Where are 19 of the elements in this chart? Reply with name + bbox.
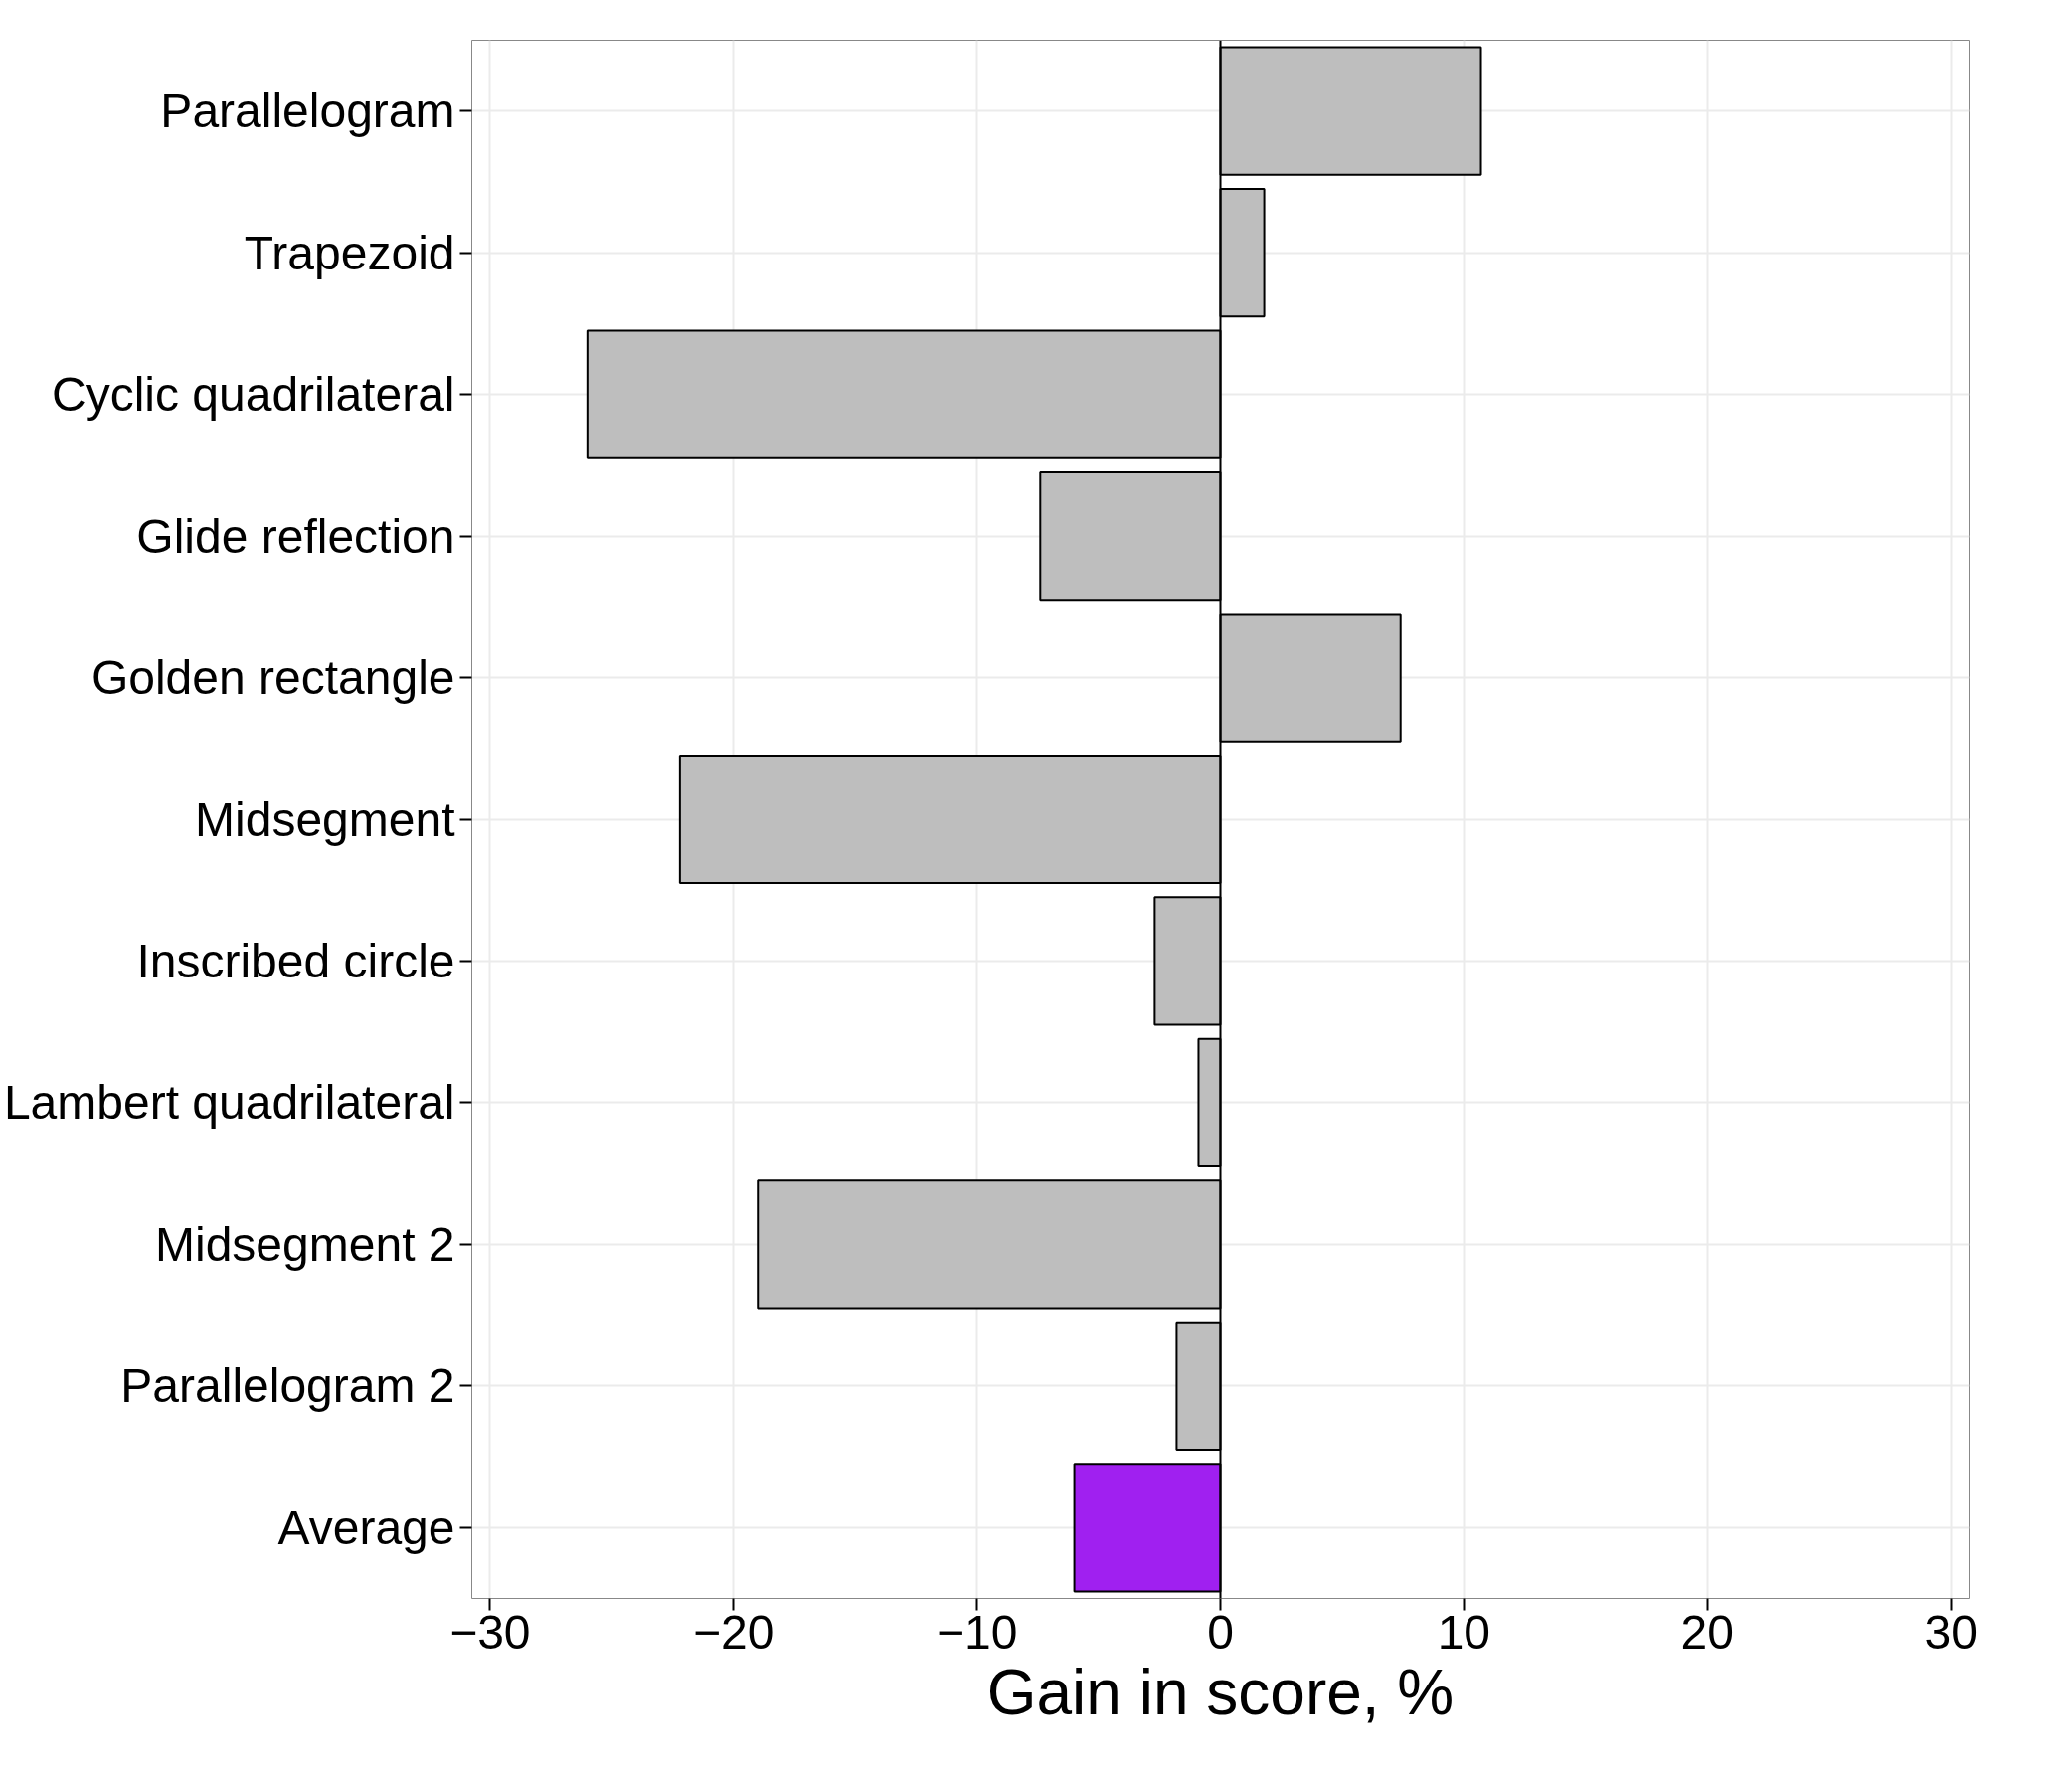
y-tick-label: Cyclic quadrilateral xyxy=(52,368,455,422)
x-tick-label: 10 xyxy=(1437,1605,1491,1659)
y-tick-label: Midsegment xyxy=(195,793,455,846)
x-axis-title: Gain in score, % xyxy=(986,1656,1455,1728)
y-tick-label: Midsegment 2 xyxy=(155,1217,455,1271)
y-tick-label: Glide reflection xyxy=(136,509,455,563)
y-tick-label: Lambert quadrilateral xyxy=(3,1076,455,1130)
y-tick-label: Parallelogram 2 xyxy=(120,1359,455,1413)
x-tick-label: 0 xyxy=(1207,1605,1234,1659)
x-tick-label: −20 xyxy=(693,1605,775,1659)
y-tick-label: Average xyxy=(277,1501,455,1554)
y-tick-label: Inscribed circle xyxy=(136,934,455,987)
y-tick-label: Parallelogram xyxy=(160,85,455,138)
x-tick-label: 30 xyxy=(1924,1605,1978,1659)
x-tick-label: −10 xyxy=(936,1605,1018,1659)
x-tick-label: −30 xyxy=(449,1605,531,1659)
x-tick-label: 20 xyxy=(1680,1605,1734,1659)
y-tick-label: Trapezoid xyxy=(244,226,455,279)
y-tick-label: Golden rectangle xyxy=(90,651,455,705)
